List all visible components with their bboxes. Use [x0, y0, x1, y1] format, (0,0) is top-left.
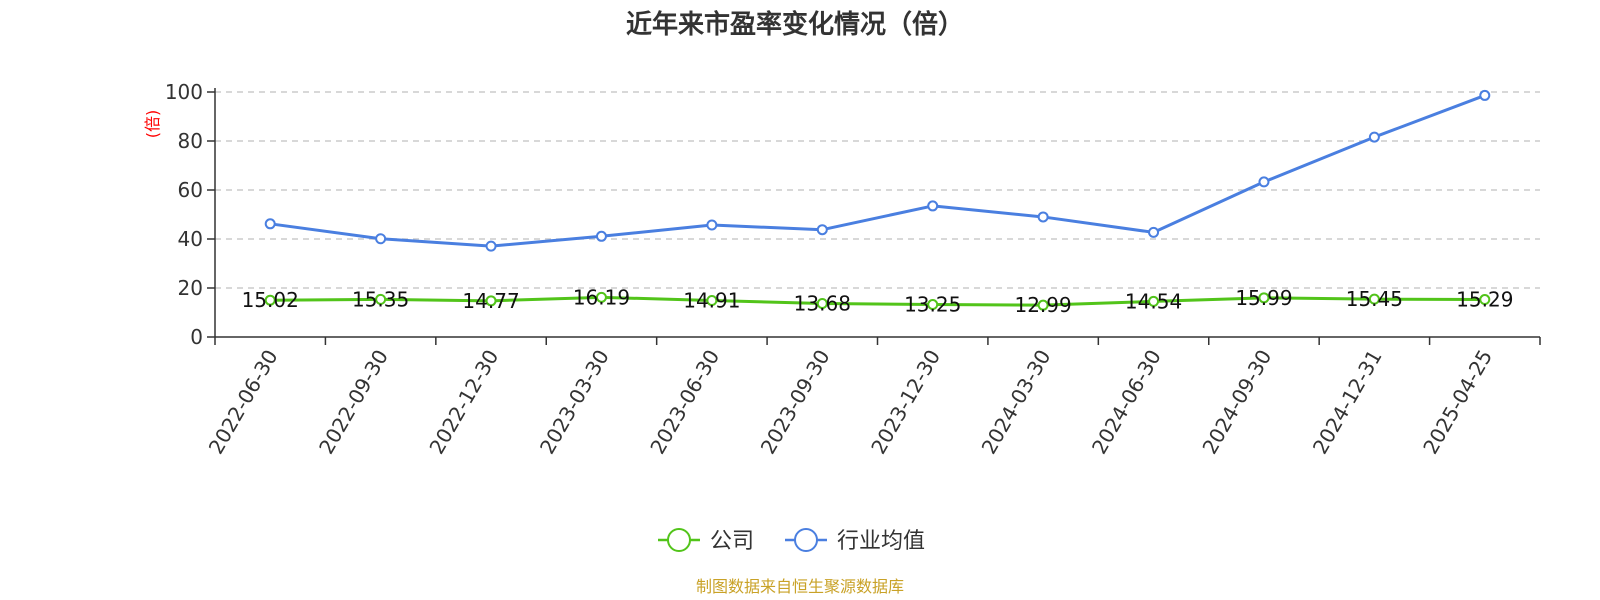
- data-point: [1258, 292, 1270, 304]
- x-tick-label: 2024-03-30: [977, 346, 1056, 459]
- y-tick-label: 80: [178, 129, 203, 153]
- x-tick-label: 2023-03-30: [535, 346, 614, 459]
- data-point: [264, 294, 276, 306]
- data-point: [485, 295, 497, 307]
- x-tick-label: 2022-12-30: [424, 346, 503, 459]
- data-label: 15.35: [352, 287, 409, 311]
- data-point: [1037, 299, 1049, 311]
- x-tick-label: 2023-09-30: [756, 346, 835, 459]
- series-line-0: [270, 295, 1485, 307]
- x-tick-label: 2024-12-31: [1308, 346, 1387, 459]
- data-label: 15.99: [1235, 286, 1292, 310]
- source-note: 制图数据来自恒生聚源数据库: [696, 577, 904, 596]
- data-point: [1479, 89, 1491, 101]
- data-label: 13.25: [904, 293, 961, 317]
- x-tick-label: 2022-06-30: [204, 346, 283, 459]
- x-tick-label: 2022-09-30: [314, 346, 393, 459]
- data-label: 15.02: [242, 288, 299, 312]
- x-tick-label: 2025-04-25: [1418, 346, 1497, 459]
- data-point: [1148, 226, 1160, 238]
- data-point: [595, 230, 607, 242]
- y-tick-label: 40: [178, 227, 203, 251]
- data-point: [816, 224, 828, 236]
- data-point: [706, 294, 718, 306]
- legend[interactable]: 公司 行业均值: [658, 528, 925, 554]
- data-labels: 15.02 15.35 14.77 16.19 14.91 13.68 13.25 12.99…: [242, 285, 1514, 317]
- data-point: [706, 219, 718, 231]
- y-tick-label: 0: [190, 325, 203, 349]
- series-line-1: [270, 94, 1486, 248]
- legend-marker-1: [794, 528, 818, 552]
- data-point: [375, 293, 387, 305]
- x-tick-label: 2024-06-30: [1087, 346, 1166, 459]
- data-label: 16.19: [573, 285, 630, 309]
- data-point: [1148, 295, 1160, 307]
- gridlines: [215, 91, 1540, 289]
- y-axis-label: (倍): [143, 110, 162, 139]
- y-tick-labels: 0 20 40 60 80 100: [165, 80, 203, 349]
- y-tick-label: 100: [165, 80, 203, 104]
- data-label: 14.54: [1125, 289, 1182, 313]
- chart-title: 近年来市盈率变化情况（倍）: [626, 9, 964, 40]
- data-point: [1479, 294, 1491, 306]
- data-point: [1368, 131, 1380, 143]
- axes: [207, 88, 1541, 345]
- data-label: 15.29: [1456, 288, 1513, 312]
- x-tick-labels: 2022-06-30 2022-09-30 2022-12-30 2023-03-30…: [204, 346, 1497, 459]
- legend-marker-0: [667, 528, 691, 552]
- data-label: 12.99: [1014, 293, 1071, 317]
- data-label: 14.77: [462, 289, 519, 313]
- legend-label-1: 行业均值: [837, 529, 925, 554]
- legend-label-0: 公司: [710, 529, 754, 554]
- data-label: 14.91: [683, 288, 740, 312]
- data-point: [1037, 211, 1049, 223]
- data-point: [485, 240, 497, 252]
- data-label: 13.68: [794, 291, 851, 315]
- x-tick-label: 2023-06-30: [645, 346, 724, 459]
- data-point: [1258, 176, 1270, 188]
- y-tick-label: 60: [178, 178, 203, 202]
- data-point: [816, 297, 828, 309]
- y-tick-label: 20: [178, 276, 203, 300]
- data-point: [927, 200, 939, 212]
- data-point: [264, 218, 276, 230]
- x-tick-label: 2024-09-30: [1197, 346, 1276, 459]
- series-group: [264, 89, 1491, 311]
- data-point: [595, 291, 607, 303]
- data-label: 15.45: [1346, 287, 1403, 311]
- x-tick-label: 2023-12-30: [866, 346, 945, 459]
- data-point: [375, 233, 387, 245]
- data-point: [927, 299, 939, 311]
- data-point: [1368, 293, 1380, 305]
